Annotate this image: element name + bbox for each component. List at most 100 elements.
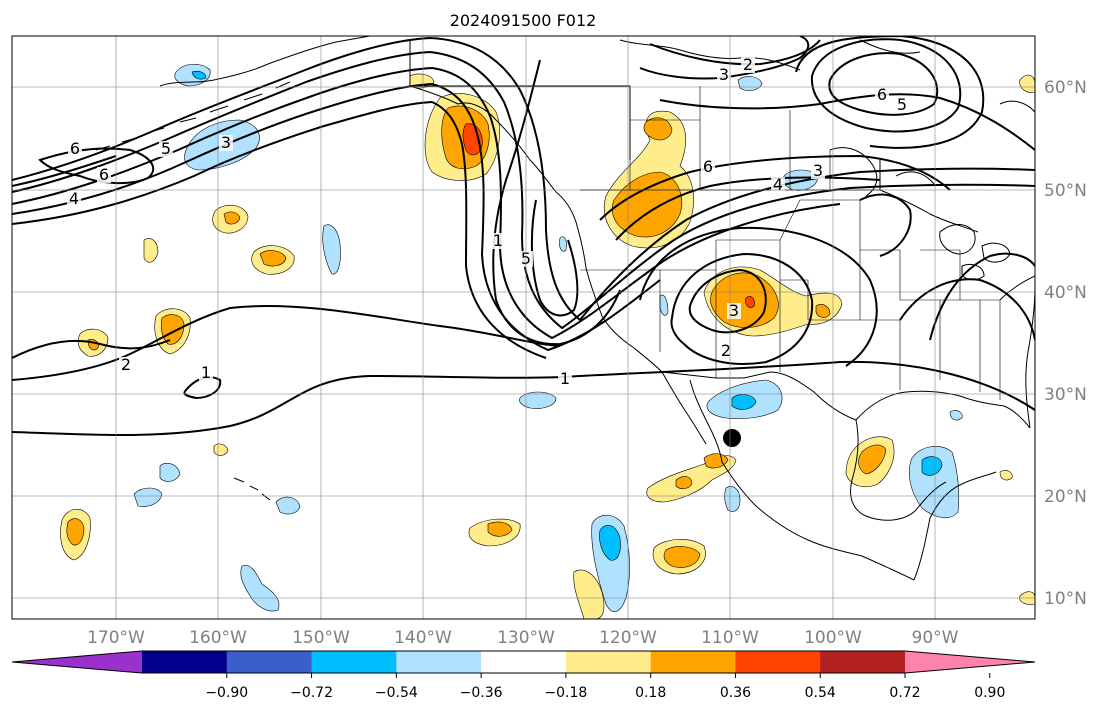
colorbar-tick-label: −0.18	[544, 685, 587, 701]
shade-gulf-mexico-core	[858, 444, 887, 475]
longitude-label: 90°W	[912, 628, 959, 648]
shade-great-basin-peak	[745, 296, 755, 308]
longitude-label: 140°W	[394, 628, 452, 648]
map-title: 2024091500 F012	[450, 11, 597, 30]
contour-label-bg	[119, 357, 133, 373]
graticule	[12, 36, 1035, 619]
contour-hudson-4	[795, 36, 985, 149]
contour-label-bg	[491, 233, 505, 249]
latitude-label: 30°N	[1044, 385, 1087, 405]
colorbar-segment	[481, 651, 567, 673]
colorbar-segment	[396, 651, 482, 673]
contour-label-bg	[97, 167, 111, 183]
longitude-label: 170°W	[87, 628, 145, 648]
contour-label: 3	[719, 65, 729, 84]
contour-hudson-6	[828, 52, 939, 116]
colorbar-tick-label: 0.72	[889, 685, 920, 701]
contour-label: 4	[69, 189, 79, 208]
contour-label-bg	[701, 159, 715, 175]
contour-canada-outer	[659, 93, 1035, 151]
contour-pacific-jet-4	[12, 82, 661, 352]
latitude-label: 20°N	[1044, 487, 1087, 507]
contour-label-bg	[68, 141, 82, 157]
border-us-mexico	[661, 371, 857, 421]
colorbar-tick-label: 0.90	[974, 685, 1005, 701]
latitude-label: 40°N	[1044, 283, 1087, 303]
contour-label-bg	[717, 67, 731, 83]
shade-mexico-west-b	[703, 453, 729, 469]
shade-neg-pac-c	[133, 487, 163, 507]
contour-label: 5	[897, 95, 907, 114]
contour-hudson-5	[810, 38, 962, 133]
longitude-label: 100°W	[804, 628, 862, 648]
colorbar-tick-label: −0.72	[290, 685, 333, 701]
contour-pacific-low-6	[38, 147, 155, 185]
contour-lines	[12, 36, 1035, 436]
coast-hawaii	[233, 477, 271, 501]
contour-label-bg	[895, 97, 909, 113]
latitude-labels: 10°N 20°N 30°N 40°N 50°N 60°N	[1044, 78, 1087, 609]
colorbar-tick-label: −0.36	[460, 685, 503, 701]
shade-neg-mexico-small	[724, 486, 741, 512]
contour-label-bg	[875, 87, 889, 103]
coast-alaska	[159, 36, 557, 193]
contour-rockies-6	[599, 154, 951, 221]
contour-label-bg	[67, 191, 81, 207]
contour-label: 3	[221, 133, 231, 152]
contour-label-bg	[771, 177, 785, 193]
colorbar-segment	[226, 651, 313, 673]
coast-hudson	[829, 100, 1035, 197]
shade-pac-cell-c	[143, 238, 159, 263]
contour-label-bg	[719, 343, 733, 359]
longitude-label: 150°W	[292, 628, 350, 648]
colorbar-tick-labels: −0.90 −0.72 −0.54 −0.36 −0.18 0.18 0.36 0.54 0.7…	[205, 673, 1005, 701]
colorbar-extend-low	[12, 651, 142, 673]
contour-east-us-2	[929, 252, 1035, 341]
contour-label-bg	[741, 57, 755, 73]
contour-label: 6	[99, 165, 109, 184]
contour-subtrop-1	[12, 360, 1035, 436]
contour-subtrop-2b	[12, 339, 171, 359]
border-alaska-canada	[410, 85, 631, 160]
shade-pac-cell-f-core	[66, 518, 85, 546]
contour-pacific-jet-3	[12, 66, 841, 340]
contour-plains	[859, 193, 912, 257]
contour-label: 3	[813, 161, 823, 180]
storm-marker	[723, 429, 741, 447]
contour-label: 1	[493, 231, 503, 250]
colorbar-tick-label: 0.36	[720, 685, 751, 701]
coast-us-gulf	[855, 390, 1031, 429]
contour-label: 2	[721, 341, 731, 360]
shade-east-pac-b-core	[663, 546, 701, 568]
contour-label-bg	[199, 365, 213, 381]
colorbar	[11, 650, 1036, 674]
colorbar-tick-label: −0.54	[375, 685, 418, 701]
colorbar-segment	[820, 651, 906, 673]
shade-pacific-nw-upper	[643, 117, 673, 141]
shade-east-pac-c	[573, 569, 605, 619]
coast-us-west	[601, 315, 663, 373]
longitude-label: 110°W	[701, 628, 759, 648]
longitude-label: 120°W	[599, 628, 657, 648]
longitude-labels: 170°W 160°W 150°W 140°W 130°W 120°W 110°W 100°W…	[87, 628, 959, 648]
shade-neg-gulf	[909, 446, 960, 519]
shade-neg-pac-b	[159, 462, 181, 482]
shade-pacific-nw-core	[612, 171, 682, 238]
contour-label: 3	[729, 301, 739, 320]
latitude-label: 10°N	[1044, 589, 1087, 609]
colorbar-tick-label: 0.18	[635, 685, 666, 701]
contour-pacific-jet-1	[12, 36, 1035, 322]
shade-neg-pac-f	[559, 236, 567, 252]
colorbar-segment	[311, 651, 397, 673]
shade-east-pac-a-core	[487, 521, 513, 537]
contour-label-bg	[727, 303, 741, 319]
colorbar-segment	[650, 651, 736, 673]
contour-pacific-jet-2	[12, 50, 1035, 330]
contour-label: 6	[70, 139, 80, 158]
shade-neg-bering-core	[191, 70, 207, 80]
border-canada-provinces	[629, 86, 831, 190]
contour-pacific-jet-5	[12, 100, 547, 359]
